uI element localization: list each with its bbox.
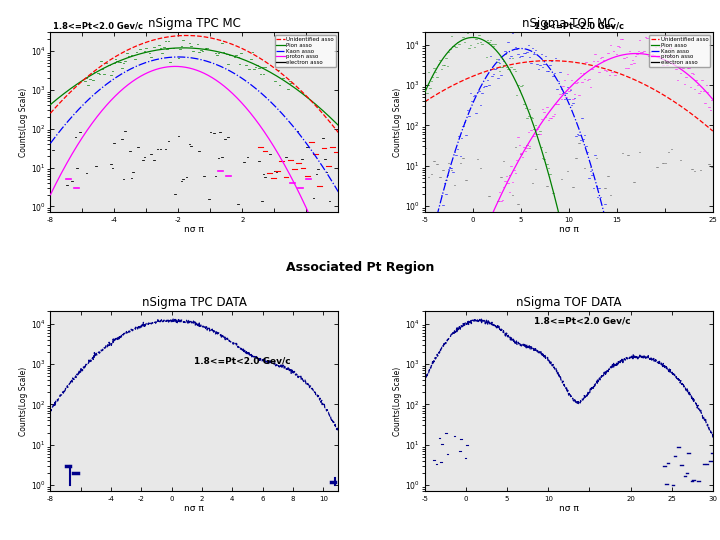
X-axis label: nσ π: nσ π (184, 504, 204, 512)
Text: 1.8<=Pt<2.0 Gev/c: 1.8<=Pt<2.0 Gev/c (194, 356, 291, 366)
Title: nSigma TOF MC: nSigma TOF MC (522, 17, 616, 30)
Title: nSigma TPC DATA: nSigma TPC DATA (142, 296, 247, 309)
Y-axis label: Counts(Log Scale): Counts(Log Scale) (393, 88, 402, 157)
Text: 1.8<=Pt<2.0 Gev/c: 1.8<=Pt<2.0 Gev/c (534, 317, 631, 326)
Title: nSigma TPC MC: nSigma TPC MC (148, 17, 240, 30)
Y-axis label: Counts(Log Scale): Counts(Log Scale) (393, 367, 402, 436)
Legend: Unidentified asso, Pion asso, Kaon asso, proton asso, electron asso: Unidentified asso, Pion asso, Kaon asso,… (649, 35, 710, 67)
Title: nSigma TOF DATA: nSigma TOF DATA (516, 296, 621, 309)
X-axis label: nσ π: nσ π (184, 225, 204, 234)
X-axis label: nσ π: nσ π (559, 504, 579, 512)
X-axis label: nσ π: nσ π (559, 225, 579, 234)
Text: 1.8<=Pt<2.0 Gev/c: 1.8<=Pt<2.0 Gev/c (53, 22, 143, 31)
Y-axis label: Counts(Log Scale): Counts(Log Scale) (19, 367, 28, 436)
Text: 1.8<=Pt<2.0 Gev/c: 1.8<=Pt<2.0 Gev/c (534, 22, 624, 31)
Text: Associated Pt Region: Associated Pt Region (286, 261, 434, 274)
Y-axis label: Counts(Log Scale): Counts(Log Scale) (19, 88, 28, 157)
Legend: Unidentified asso, Pion asso, Kaon asso, proton asso, electron asso: Unidentified asso, Pion asso, Kaon asso,… (274, 35, 336, 67)
